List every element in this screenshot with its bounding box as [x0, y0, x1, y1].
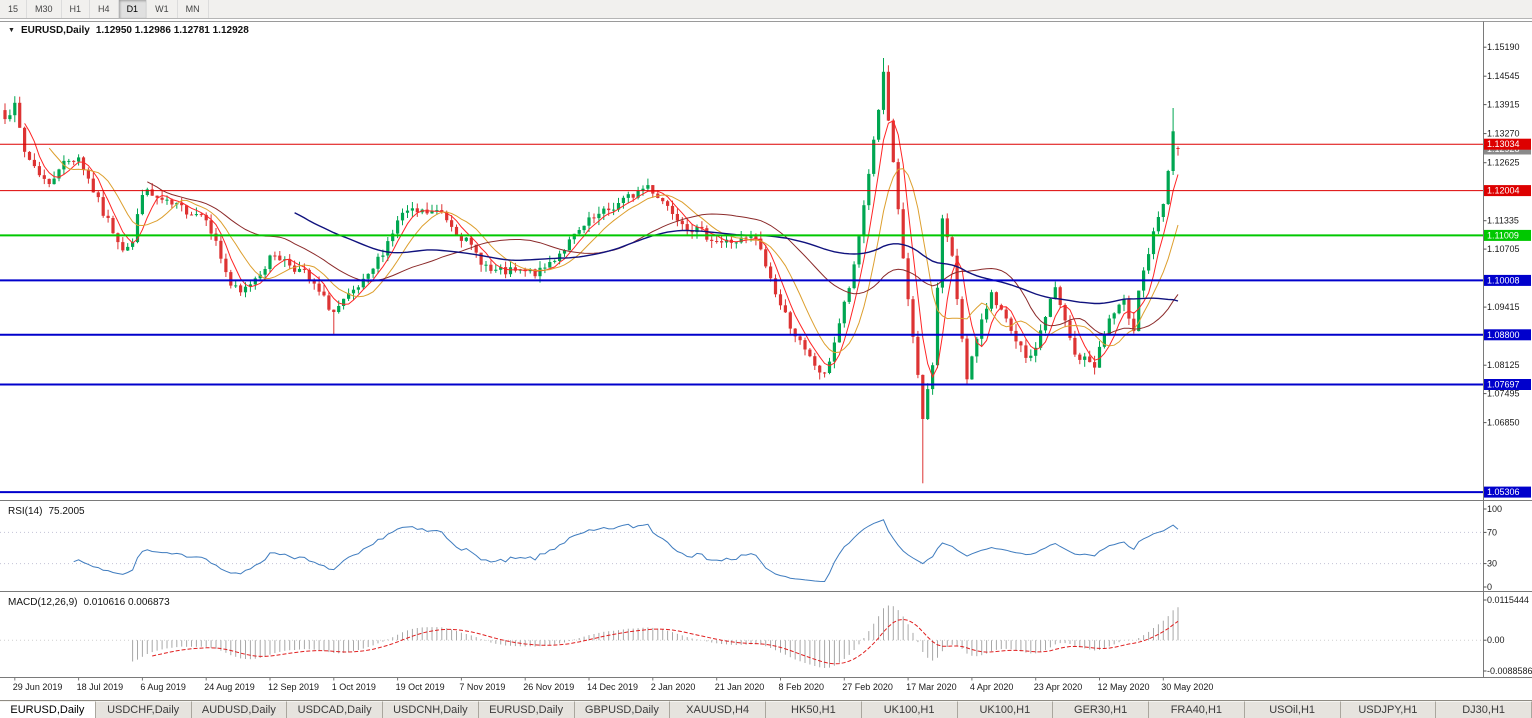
candlestick-layer: [3, 58, 1180, 484]
svg-text:30 May 2020: 30 May 2020: [1161, 682, 1213, 692]
price-badges: 1.129281.130341.120041.110091.100081.088…: [1484, 138, 1531, 498]
chart-tab-audusd-daily[interactable]: AUDUSD,Daily: [191, 701, 288, 718]
svg-text:1.13034: 1.13034: [1487, 139, 1520, 149]
chart-tab-usdchf-daily[interactable]: USDCHF,Daily: [95, 701, 192, 718]
svg-text:7 Nov 2019: 7 Nov 2019: [459, 682, 505, 692]
rsi-line: [73, 519, 1179, 583]
timeframe-toolbar: 15 M30 H1 H4 D1 W1 MN: [0, 0, 1532, 19]
svg-text:29 Jun 2019: 29 Jun 2019: [13, 682, 63, 692]
svg-text:23 Apr 2020: 23 Apr 2020: [1034, 682, 1083, 692]
chart-tab-uk100-h1[interactable]: UK100,H1: [861, 701, 958, 718]
svg-text:14 Dec 2019: 14 Dec 2019: [587, 682, 638, 692]
chart-tab-bar: EURUSD,Daily USDCHF,Daily AUDUSD,Daily USDC…: [0, 700, 1532, 718]
svg-text:1 Oct 2019: 1 Oct 2019: [332, 682, 376, 692]
date-axis: 29 Jun 2019 18 Jul 2019 6 Aug 2019 24 Aug 2…: [13, 677, 1213, 692]
moving-average-lines: [24, 120, 1179, 379]
svg-text:1.14545: 1.14545: [1487, 71, 1520, 81]
svg-text:1.08800: 1.08800: [1487, 330, 1520, 340]
svg-text:1.10008: 1.10008: [1487, 275, 1520, 285]
svg-text:1.07697: 1.07697: [1487, 380, 1520, 390]
svg-text:6 Aug 2019: 6 Aug 2019: [140, 682, 186, 692]
svg-text:18 Jul 2019: 18 Jul 2019: [77, 682, 124, 692]
svg-text:1.05306: 1.05306: [1487, 487, 1520, 497]
timeframe-button-m30[interactable]: M30: [27, 0, 62, 18]
chart-tab-ger30-h1[interactable]: GER30,H1: [1053, 701, 1149, 718]
svg-text:8 Feb 2020: 8 Feb 2020: [779, 682, 825, 692]
svg-text:100: 100: [1487, 504, 1502, 514]
svg-text:-0.0088586: -0.0088586: [1487, 666, 1532, 676]
panel-borders: [0, 21, 1532, 678]
svg-text:1.11335: 1.11335: [1487, 216, 1519, 226]
chart-tab-gbpusd-daily[interactable]: GBPUSD,Daily: [574, 701, 671, 718]
svg-text:12 Sep 2019: 12 Sep 2019: [268, 682, 319, 692]
svg-text:21 Jan 2020: 21 Jan 2020: [715, 682, 765, 692]
svg-text:1.07495: 1.07495: [1487, 389, 1520, 399]
chart-tab-fra40-h1[interactable]: FRA40,H1: [1149, 701, 1245, 718]
svg-text:70: 70: [1487, 527, 1497, 537]
svg-text:1.13270: 1.13270: [1487, 129, 1520, 139]
chart-canvas[interactable]: 1.15190 1.14545 1.13915 1.13270 1.12625 1.113…: [0, 19, 1532, 700]
svg-text:0: 0: [1487, 582, 1492, 592]
chart-tab-eurusd-daily[interactable]: EURUSD,Daily: [478, 701, 575, 718]
timeframe-button-h4[interactable]: H4: [90, 0, 119, 18]
svg-text:1.12004: 1.12004: [1487, 186, 1520, 196]
rsi-panel: [0, 531, 1483, 565]
timeframe-button-h1[interactable]: H1: [62, 0, 91, 18]
svg-text:0.0115444: 0.0115444: [1487, 595, 1529, 605]
svg-text:27 Feb 2020: 27 Feb 2020: [842, 682, 893, 692]
timeframe-button-15[interactable]: 15: [0, 0, 28, 18]
svg-text:1.10705: 1.10705: [1487, 244, 1520, 254]
macd-panel: [0, 605, 1483, 668]
timeframe-button-mn[interactable]: MN: [178, 0, 209, 18]
svg-text:0.00: 0.00: [1487, 635, 1505, 645]
svg-text:4 Apr 2020: 4 Apr 2020: [970, 682, 1014, 692]
svg-text:30: 30: [1487, 559, 1497, 569]
horizontal-level-lines[interactable]: [0, 143, 1483, 494]
svg-text:19 Oct 2019: 19 Oct 2019: [396, 682, 445, 692]
svg-text:12 May 2020: 12 May 2020: [1098, 682, 1150, 692]
chart-tab-eurusd-daily[interactable]: EURUSD,Daily: [0, 701, 96, 718]
svg-text:2 Jan 2020: 2 Jan 2020: [651, 682, 696, 692]
chart-tab-usdcnh-daily[interactable]: USDCNH,Daily: [383, 701, 479, 718]
svg-text:1.08125: 1.08125: [1487, 360, 1520, 370]
svg-text:24 Aug 2019: 24 Aug 2019: [204, 682, 255, 692]
chart-tab-xauusd-h4[interactable]: XAUUSD,H4: [670, 701, 766, 718]
chart-tab-usdcad-daily[interactable]: USDCAD,Daily: [287, 701, 383, 718]
chart-tab-usoil-h1[interactable]: USOil,H1: [1244, 701, 1341, 718]
timeframe-button-d1[interactable]: D1: [118, 0, 148, 18]
svg-text:1.09415: 1.09415: [1487, 302, 1520, 312]
price-axis: 1.15190 1.14545 1.13915 1.13270 1.12625 1.113…: [1483, 42, 1532, 676]
svg-text:1.11009: 1.11009: [1487, 230, 1519, 240]
svg-text:1.15190: 1.15190: [1487, 42, 1520, 52]
svg-text:26 Nov 2019: 26 Nov 2019: [523, 682, 574, 692]
chart-tab-dj30-h1[interactable]: DJ30,H1: [1436, 701, 1532, 718]
chart-area[interactable]: 1.15190 1.14545 1.13915 1.13270 1.12625 1.113…: [0, 19, 1532, 700]
svg-text:17 Mar 2020: 17 Mar 2020: [906, 682, 957, 692]
svg-text:1.06850: 1.06850: [1487, 418, 1520, 428]
svg-text:1.12625: 1.12625: [1487, 158, 1520, 168]
chart-tab-usdjpy-h1[interactable]: USDJPY,H1: [1340, 701, 1437, 718]
timeframe-button-w1[interactable]: W1: [147, 0, 178, 18]
chart-tab-uk100-h1[interactable]: UK100,H1: [957, 701, 1054, 718]
chart-tab-hk50-h1[interactable]: HK50,H1: [766, 701, 862, 718]
svg-text:1.13915: 1.13915: [1487, 100, 1520, 110]
